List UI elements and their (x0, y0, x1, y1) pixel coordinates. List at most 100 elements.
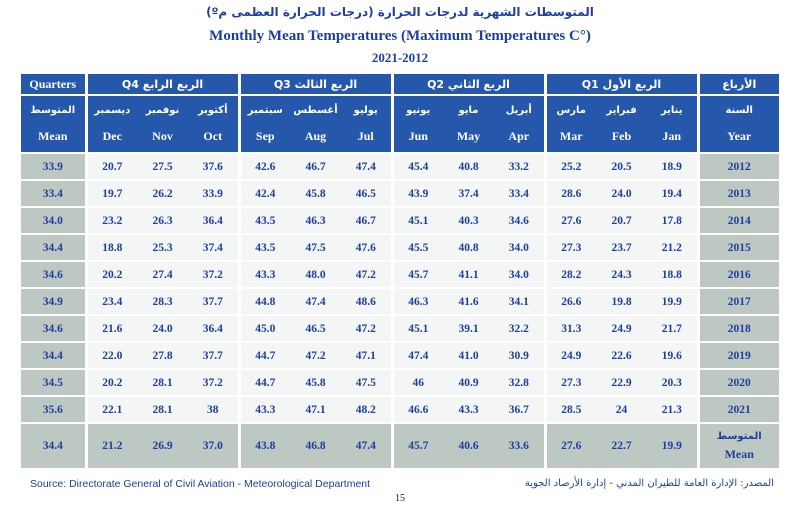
temp-cell: 32.2 (494, 314, 545, 343)
temp-cell: 23.7 (596, 233, 647, 262)
label-arabic: فبراير (606, 104, 637, 116)
temp-cell: 45.8 (290, 368, 341, 397)
table-row-2013: 33.4 19.7 26.2 33.9 42.4 45.8 46.5 43.9 37.4 33.4… (19, 179, 781, 208)
table-row-2014: 34.0 23.2 26.3 36.4 43.5 46.3 46.7 45.1 40.3 34.6… (19, 206, 781, 235)
monthly-mean-cell: 21.2 (84, 422, 137, 470)
temp-cell: 41.1 (443, 260, 494, 289)
label-arabic: يوليو (353, 104, 378, 116)
table-row-2016: 34.6 20.2 27.4 37.2 43.3 48.0 47.2 45.7 41.1 34.0… (19, 260, 781, 289)
temp-cell: 47.4 (390, 341, 443, 370)
temp-cell: 48.2 (341, 395, 392, 424)
temp-cell: 26.6 (543, 287, 596, 316)
temp-cell: 39.1 (443, 314, 494, 343)
temp-cell: 23.4 (84, 287, 137, 316)
temp-cell: 21.3 (647, 395, 698, 424)
temp-cell: 27.4 (137, 260, 188, 289)
monthly-mean-cell: 40.6 (443, 422, 494, 470)
temp-cell: 19.4 (647, 179, 698, 208)
year-cell: 2015 (696, 233, 781, 262)
label-arabic: سبتمبر (247, 104, 283, 116)
label-english: Apr (508, 128, 530, 143)
temp-cell: 41.6 (443, 287, 494, 316)
label-english: Aug (304, 128, 327, 143)
label-arabic: نوفمبر (145, 104, 180, 116)
temp-cell: 20.7 (84, 152, 137, 181)
temp-cell: 24 (596, 395, 647, 424)
temp-cell: 18.8 (647, 260, 698, 289)
row-mean-cell: 34.6 (19, 314, 87, 343)
table-row-2019: 34.4 22.0 27.8 37.7 44.7 47.2 47.1 47.4 41.0 30.9… (19, 341, 781, 370)
temp-cell: 20.2 (84, 260, 137, 289)
temp-cell: 47.2 (341, 260, 392, 289)
monthly-mean-cell: 27.6 (543, 422, 596, 470)
temp-cell: 31.3 (543, 314, 596, 343)
title-english: Monthly Mean Temperatures (Maximum Tempe… (209, 28, 591, 44)
month-header-dec: ديسمبر Dec (84, 94, 137, 154)
temp-cell: 43.9 (390, 179, 443, 208)
label-english: May (456, 128, 481, 143)
temp-cell: 20.7 (596, 206, 647, 235)
temp-cell: 43.5 (237, 206, 290, 235)
row-mean-cell: 33.9 (19, 152, 87, 181)
temp-cell: 37.4 (443, 179, 494, 208)
label-english: Mar (559, 128, 583, 143)
quarter-header-q3: الربع الثالث Q3 (237, 72, 393, 96)
temp-cell: 47.6 (341, 233, 392, 262)
month-header-may: مايو May (443, 94, 494, 154)
temp-cell: 27.3 (543, 233, 596, 262)
row-mean-cell: 34.0 (19, 206, 87, 235)
temp-cell: 42.6 (237, 152, 290, 181)
temp-cell: 37.2 (188, 368, 239, 397)
temp-cell: 45.7 (390, 260, 443, 289)
month-header-aug: أغسطس Aug (290, 94, 341, 154)
temp-cell: 48.0 (290, 260, 341, 289)
temp-cell: 47.2 (290, 341, 341, 370)
temp-cell: 22.1 (84, 395, 137, 424)
year-cell: 2020 (696, 368, 781, 397)
temp-cell: 48.6 (341, 287, 392, 316)
temp-cell: 46.3 (290, 206, 341, 235)
label-english: Sep (255, 128, 275, 143)
label-arabic: يونيو (406, 104, 431, 116)
table-row-2021: 35.6 22.1 28.1 38 43.3 47.1 48.2 46.6 43.3 36.7 28… (19, 395, 781, 424)
quarter-header-q1: الربع الأول Q1 (543, 72, 699, 96)
label-arabic: أكتوبر (197, 104, 228, 116)
monthly-mean-cell: 43.8 (237, 422, 290, 470)
temperature-table: Quarters الربع الرابع Q4 الربع الثالث Q3 ال… (19, 72, 781, 470)
monthly-mean-cell: 26.9 (137, 422, 188, 470)
temp-cell: 37.4 (188, 233, 239, 262)
temp-cell: 45.5 (390, 233, 443, 262)
row-mean-cell: 34.4 (19, 341, 87, 370)
label-arabic: ديسمبر (94, 104, 131, 116)
temp-cell: 34.0 (494, 260, 545, 289)
temp-cell: 47.2 (341, 314, 392, 343)
overall-mean-cell: 34.4 (19, 422, 87, 470)
temp-cell: 25.2 (543, 152, 596, 181)
label-english: Jun (408, 128, 428, 143)
label-english: Nov (152, 128, 173, 143)
temp-cell: 18.9 (647, 152, 698, 181)
row-mean-cell: 34.4 (19, 233, 87, 262)
temp-cell: 24.9 (543, 341, 596, 370)
temp-cell: 44.7 (237, 368, 290, 397)
label-arabic: السنة (725, 104, 753, 116)
month-header-oct: أكتوبر Oct (188, 94, 239, 154)
monthly-mean-cell: 46.8 (290, 422, 341, 470)
temp-cell: 28.2 (543, 260, 596, 289)
temp-cell: 45.0 (237, 314, 290, 343)
label-english: Dec (102, 128, 122, 143)
temp-cell: 23.2 (84, 206, 137, 235)
temp-cell: 47.4 (341, 152, 392, 181)
quarters-corner-header: Quarters (19, 72, 87, 96)
label-arabic: أبريل (505, 104, 532, 116)
page-number: 15 (395, 493, 405, 504)
year-cell: 2013 (696, 179, 781, 208)
temp-cell: 30.9 (494, 341, 545, 370)
temp-cell: 21.6 (84, 314, 137, 343)
temp-cell: 45.1 (390, 314, 443, 343)
title-arabic: المتوسطات الشهرية لدرجات الحرارة (درجات … (206, 5, 594, 19)
label-english: Jul (357, 128, 374, 143)
month-header-jan: يناير Jan (647, 94, 698, 154)
temp-cell: 24.0 (596, 179, 647, 208)
temp-cell: 46 (390, 368, 443, 397)
